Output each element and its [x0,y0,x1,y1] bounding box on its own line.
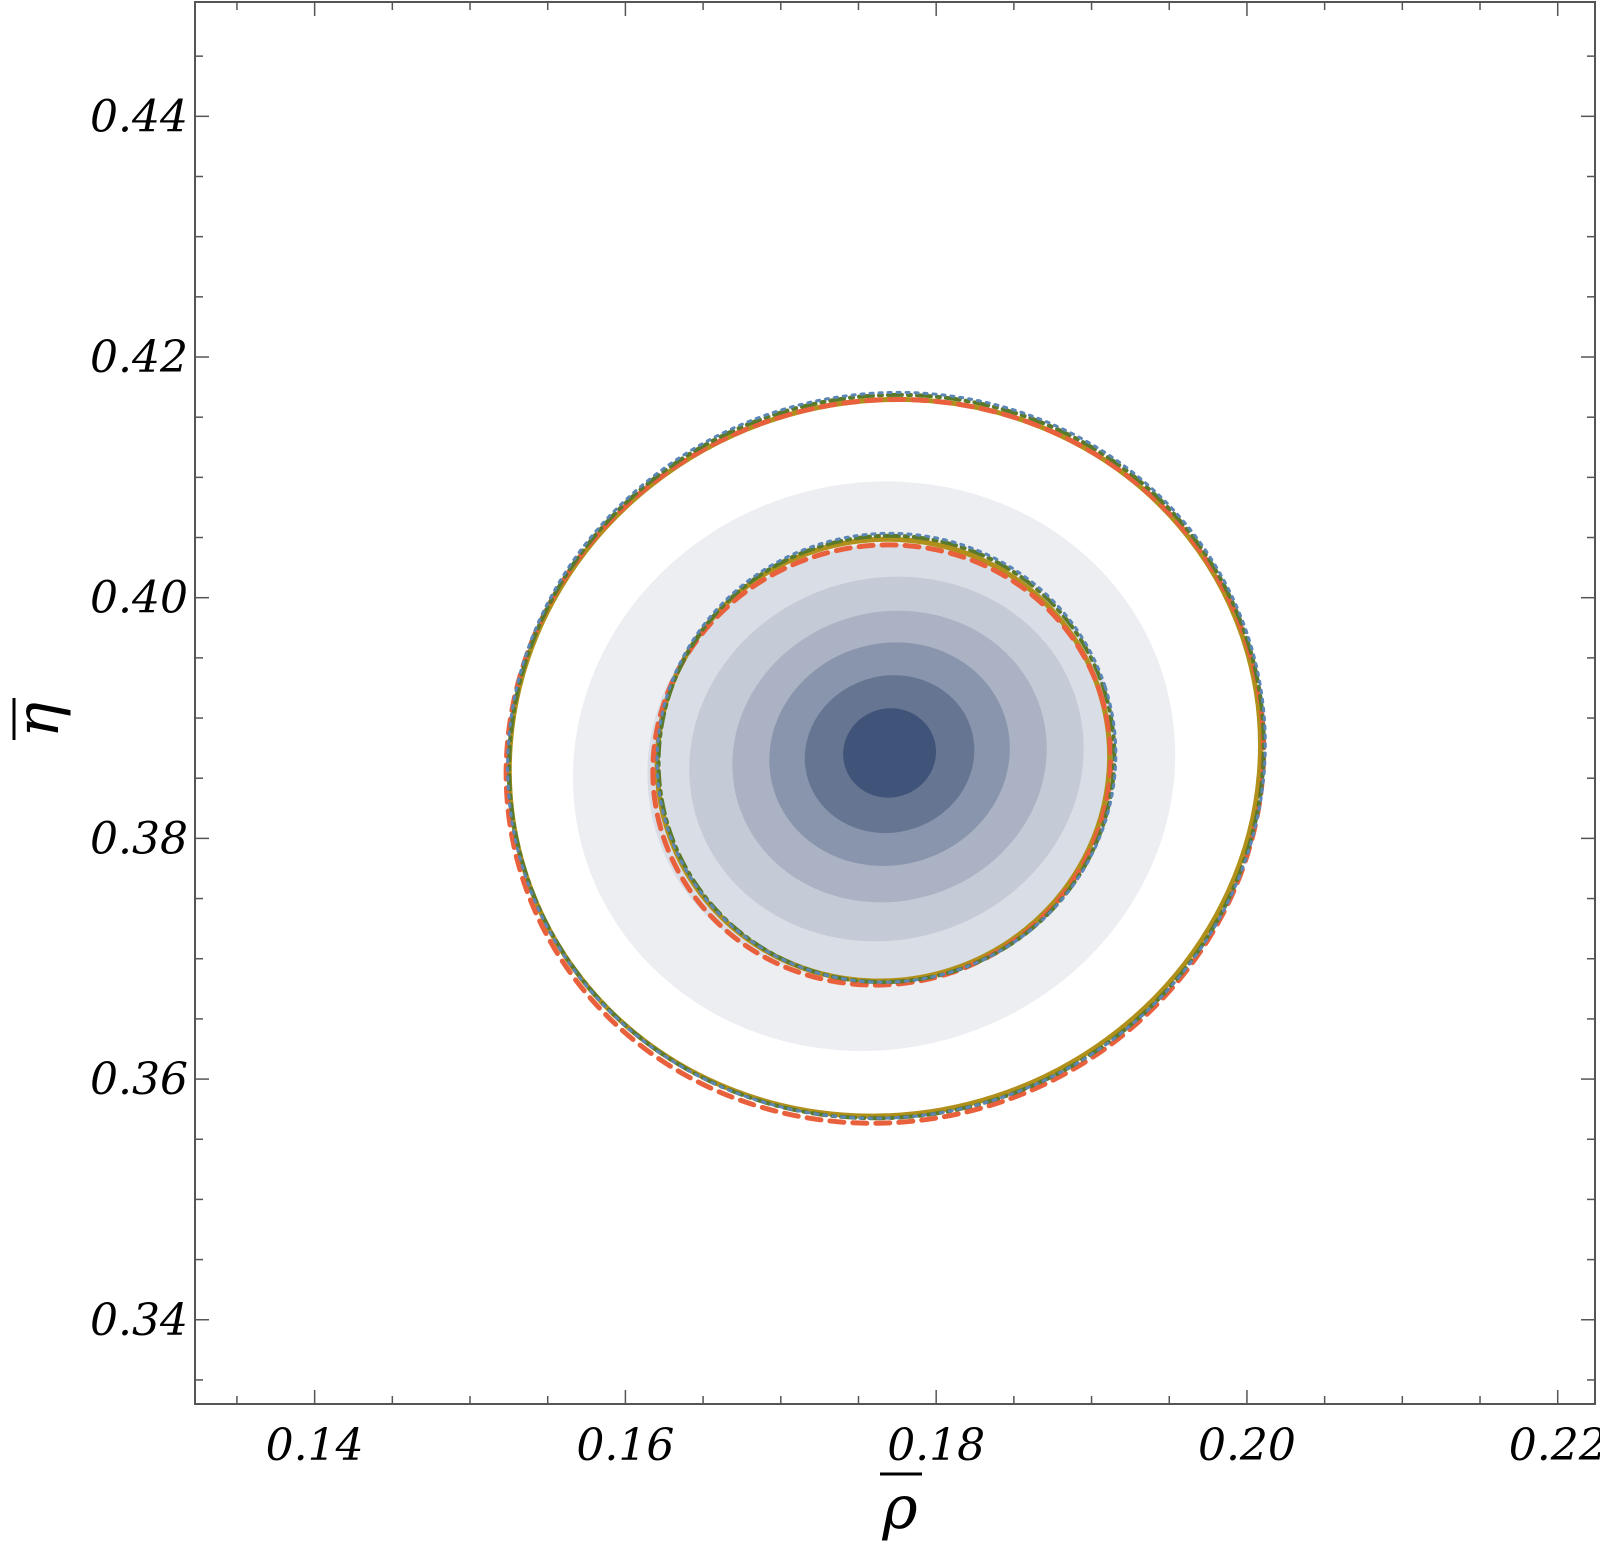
x-tick-label: 0.18 [887,1420,985,1471]
density-fill-layer [572,481,1176,1051]
y-tick-label: 0.42 [90,332,188,383]
tick-marks [195,2,1595,1404]
contour-dotted-68 [655,531,1118,984]
y-tick-label: 0.44 [90,91,188,142]
x-axis-label: ρ [881,1473,917,1543]
y-tick-label: 0.36 [90,1054,188,1105]
y-tick-label: 0.38 [90,813,188,864]
y-tick-labels: 0.34 0.36 0.38 0.40 0.42 0.44 [90,91,188,1345]
contour-dotted-95 [506,390,1267,1120]
x-tick-labels: 0.14 0.16 0.18 0.20 0.22 [266,1420,1600,1471]
plot-frame [194,1,1596,1405]
x-tick-label: 0.16 [576,1420,674,1471]
credible-contour-layer [503,390,1267,1126]
x-tick-label: 0.14 [266,1420,364,1471]
y-axis-title: η [3,698,73,740]
density-level-7 [843,708,936,798]
y-tick-label: 0.34 [90,1295,188,1346]
x-tick-label: 0.20 [1198,1420,1296,1471]
x-tick-label: 0.22 [1509,1420,1600,1471]
plot-border [194,1,1596,1405]
y-tick-label: 0.40 [90,573,188,624]
x-axis-title: ρ [880,1472,922,1543]
